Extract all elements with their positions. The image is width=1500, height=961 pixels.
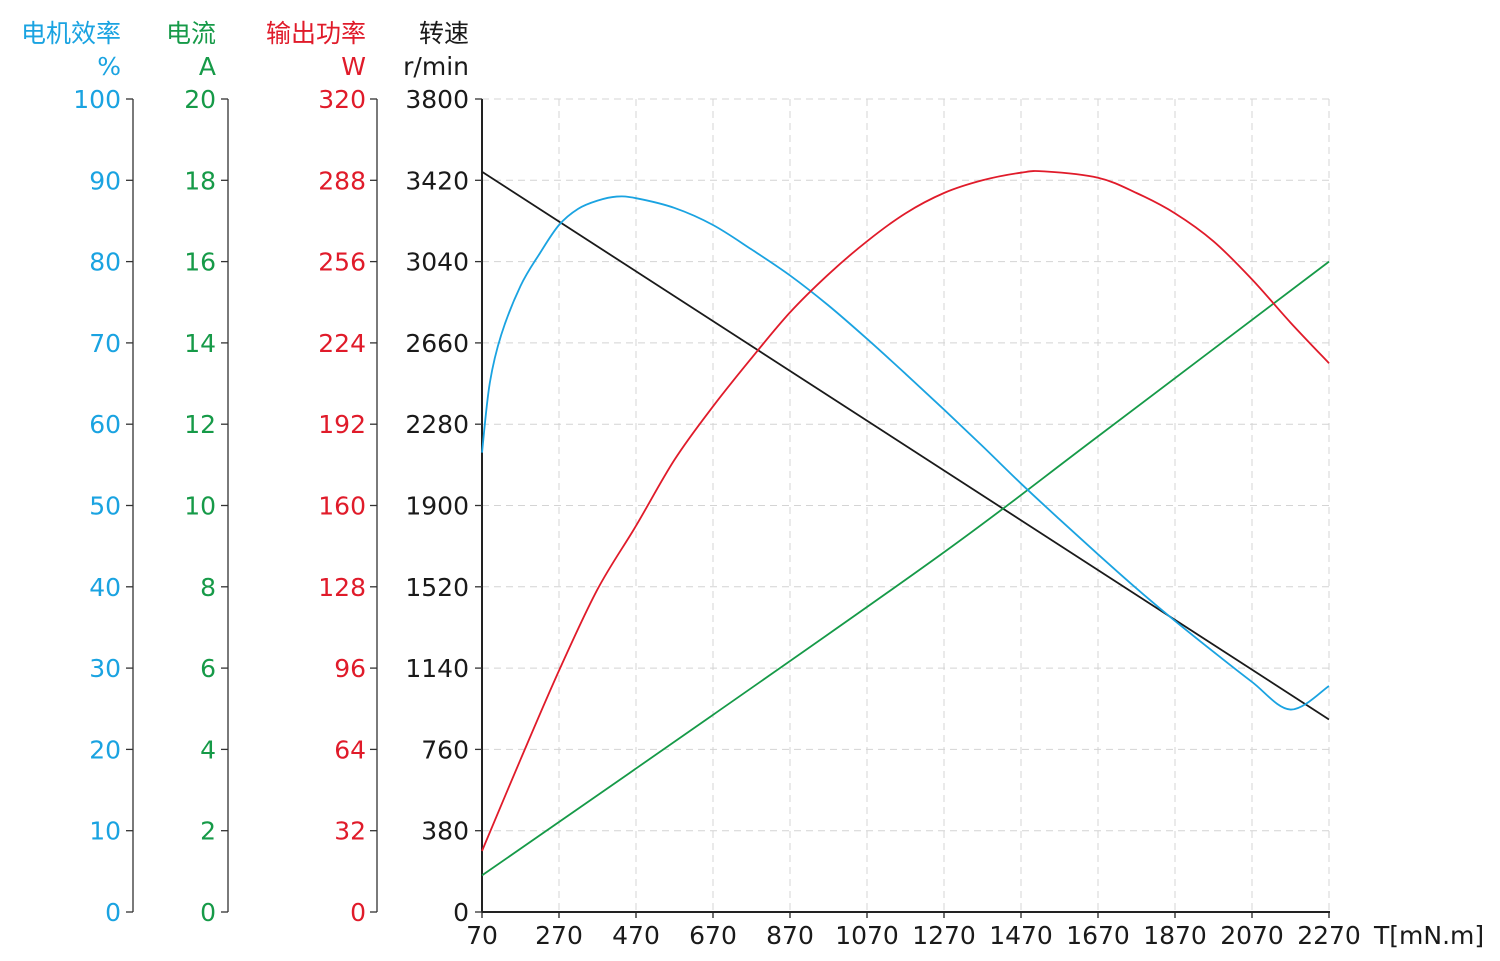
- series-layer: [481, 170, 1330, 877]
- power-tick-label: 64: [334, 735, 366, 764]
- power-tick-label: 32: [334, 817, 366, 846]
- x-axis-label: T[mN.m]: [1373, 921, 1484, 950]
- speed-tick-label: 3040: [405, 248, 469, 277]
- power-curve: [481, 170, 1330, 852]
- speed-axis-title: 转速: [419, 19, 469, 48]
- current-axis-unit: A: [199, 52, 216, 81]
- x-tick-label: 670: [689, 921, 737, 950]
- speed-tick-label: 3800: [405, 85, 469, 114]
- x-tick-label: 1670: [1066, 921, 1130, 950]
- power-tick-label: 224: [318, 329, 366, 358]
- power-tick-label: 0: [350, 898, 366, 927]
- speed-axis-unit: r/min: [403, 52, 469, 81]
- x-tick-label: 270: [535, 921, 583, 950]
- current-tick-label: 8: [200, 573, 216, 602]
- power-tick-label: 192: [318, 410, 366, 439]
- speed-tick-label: 380: [421, 817, 469, 846]
- efficiency-tick-label: 30: [89, 654, 121, 683]
- current-tick-label: 2: [200, 817, 216, 846]
- efficiency-tick-label: 70: [89, 329, 121, 358]
- current-tick-label: 0: [200, 898, 216, 927]
- efficiency-tick-label: 100: [73, 85, 121, 114]
- current-curve: [481, 260, 1330, 877]
- current-tick-label: 14: [184, 329, 216, 358]
- efficiency-tick-label: 60: [89, 410, 121, 439]
- power-tick-label: 160: [318, 492, 366, 521]
- power-tick-label: 320: [318, 85, 366, 114]
- power-axis-title: 输出功率: [266, 19, 366, 48]
- x-tick-label: 1470: [989, 921, 1053, 950]
- power-tick-label: 288: [318, 166, 366, 195]
- current-tick-label: 10: [184, 492, 216, 521]
- current-tick-label: 18: [184, 166, 216, 195]
- speed-tick-label: 2280: [405, 410, 469, 439]
- efficiency-tick-label: 10: [89, 817, 121, 846]
- x-tick-label: 1270: [912, 921, 976, 950]
- current-tick-label: 16: [184, 248, 216, 277]
- x-tick-label: 70: [466, 921, 498, 950]
- efficiency-tick-label: 50: [89, 492, 121, 521]
- power-axis-unit: W: [341, 52, 366, 81]
- x-tick-label: 1870: [1143, 921, 1207, 950]
- speed-tick-label: 1140: [405, 654, 469, 683]
- x-tick-label: 870: [766, 921, 814, 950]
- efficiency-axis-unit: %: [97, 52, 121, 81]
- efficiency-tick-label: 0: [105, 898, 121, 927]
- current-axis-title: 电流: [166, 19, 216, 48]
- current-tick-label: 20: [184, 85, 216, 114]
- x-tick-label: 2070: [1220, 921, 1284, 950]
- efficiency-tick-label: 40: [89, 573, 121, 602]
- x-tick-label: 2270: [1297, 921, 1361, 950]
- x-tick-label: 1070: [835, 921, 899, 950]
- current-tick-label: 6: [200, 654, 216, 683]
- efficiency-tick-label: 90: [89, 166, 121, 195]
- power-tick-label: 256: [318, 248, 366, 277]
- efficiency-axis-title: 电机效率: [21, 19, 121, 48]
- speed-tick-label: 1900: [405, 492, 469, 521]
- efficiency-tick-label: 20: [89, 735, 121, 764]
- speed-tick-label: 760: [421, 735, 469, 764]
- power-tick-label: 96: [334, 654, 366, 683]
- current-tick-label: 4: [200, 735, 216, 764]
- efficiency-curve: [481, 195, 1330, 711]
- speed-tick-label: 2660: [405, 329, 469, 358]
- x-tick-label: 470: [612, 921, 660, 950]
- speed-tick-label: 1520: [405, 573, 469, 602]
- speed-curve: [481, 170, 1330, 721]
- power-tick-label: 128: [318, 573, 366, 602]
- labels-layer: 0102030405060708090100电机效率%0246810121416…: [21, 19, 1484, 950]
- axes-layer: [126, 98, 1330, 918]
- speed-tick-label: 3420: [405, 166, 469, 195]
- efficiency-tick-label: 80: [89, 248, 121, 277]
- grid-layer: [482, 98, 1330, 912]
- speed-tick-label: 0: [453, 898, 469, 927]
- current-tick-label: 12: [184, 410, 216, 439]
